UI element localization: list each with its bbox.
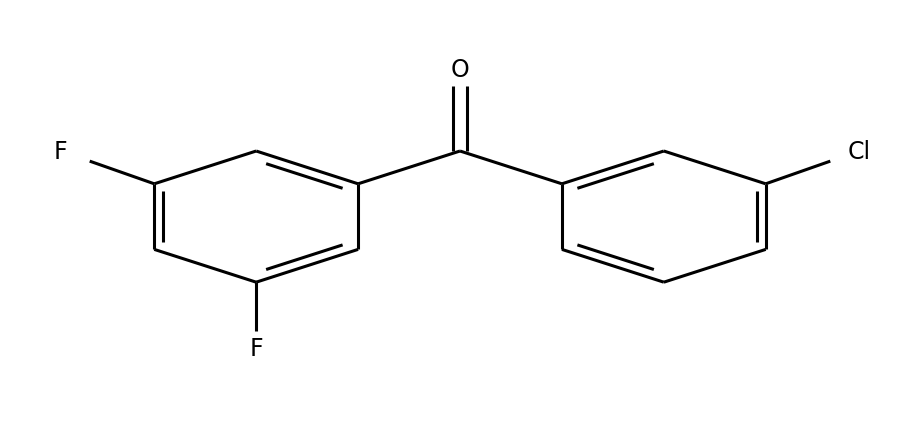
Text: F: F [54,140,68,164]
Text: O: O [450,58,469,82]
Text: F: F [249,336,263,360]
Text: Cl: Cl [846,140,869,164]
